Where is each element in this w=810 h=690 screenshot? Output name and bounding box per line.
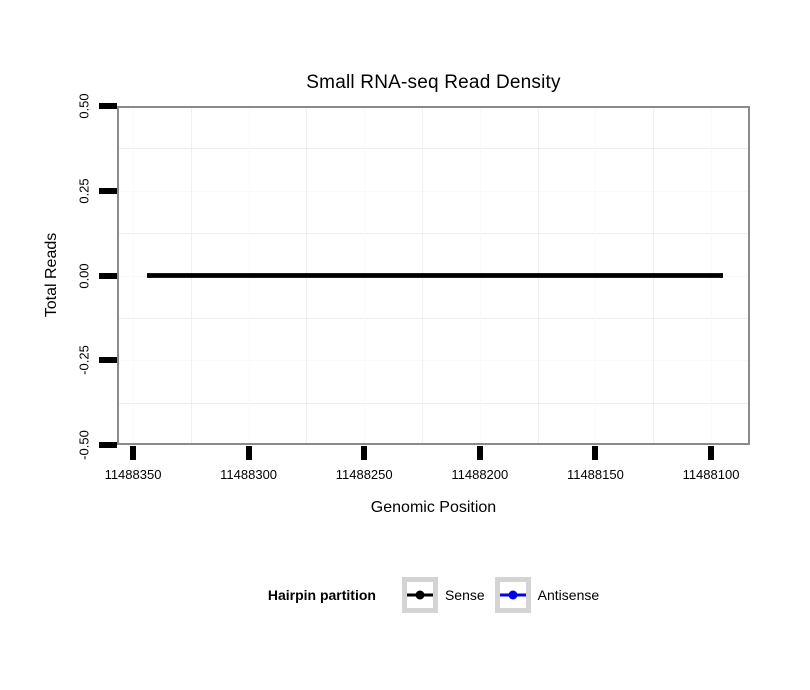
x-major-gridline bbox=[133, 108, 134, 443]
x-axis-tick-label: 11488200 bbox=[451, 467, 509, 482]
y-minor-gridline bbox=[119, 402, 748, 404]
x-axis-tick bbox=[708, 446, 714, 460]
legend-key-antisense bbox=[494, 577, 531, 613]
x-axis-tick-label: 11488300 bbox=[220, 467, 278, 482]
legend-title: Hairpin partition bbox=[267, 587, 376, 603]
y-axis-tick bbox=[99, 103, 117, 109]
legend-key-dot bbox=[415, 590, 425, 600]
x-axis-tick-label: 11488350 bbox=[104, 467, 162, 482]
legend-label: Sense bbox=[444, 587, 485, 603]
plot-panel bbox=[117, 106, 750, 445]
legend-key-dot bbox=[508, 590, 518, 600]
x-axis-tick-label: 11488100 bbox=[682, 467, 740, 482]
y-minor-gridline bbox=[119, 317, 748, 319]
legend-item-sense: Sense bbox=[401, 577, 485, 613]
y-major-gridline bbox=[119, 360, 748, 362]
y-axis-tick bbox=[99, 187, 117, 194]
x-axis-tick bbox=[592, 446, 599, 460]
y-axis-tick-label: -0.50 bbox=[76, 430, 92, 460]
y-axis-tick bbox=[99, 357, 117, 364]
y-axis-tick-label: 0.00 bbox=[76, 262, 92, 289]
x-axis-tick-label: 11488250 bbox=[335, 467, 393, 482]
y-minor-gridline bbox=[119, 148, 748, 150]
y-axis-tick bbox=[99, 272, 117, 279]
y-axis-tick-label: 0.50 bbox=[76, 93, 92, 119]
x-axis-tick bbox=[130, 446, 136, 460]
y-axis-tick bbox=[99, 442, 117, 448]
legend-key-sense bbox=[401, 577, 438, 613]
y-minor-gridline bbox=[119, 233, 748, 235]
legend-item-antisense: Antisense bbox=[494, 577, 600, 613]
x-axis-tick bbox=[476, 446, 483, 460]
y-axis-tick-label: 0.25 bbox=[76, 178, 92, 204]
x-axis-title: Genomic Position bbox=[370, 499, 497, 516]
x-axis-tick bbox=[245, 446, 252, 460]
series-line-sense bbox=[146, 274, 723, 277]
y-axis-title: Total Reads bbox=[43, 232, 60, 318]
chart-title: Small RNA-seq Read Density bbox=[306, 72, 561, 93]
legend-label: Antisense bbox=[537, 587, 600, 603]
legend: Hairpin partition Sense Antisense bbox=[117, 577, 750, 613]
y-major-gridline bbox=[119, 190, 748, 192]
y-axis-tick-label: -0.25 bbox=[76, 345, 92, 376]
x-axis-tick bbox=[361, 446, 368, 460]
x-axis-tick-label: 11488150 bbox=[566, 467, 624, 482]
